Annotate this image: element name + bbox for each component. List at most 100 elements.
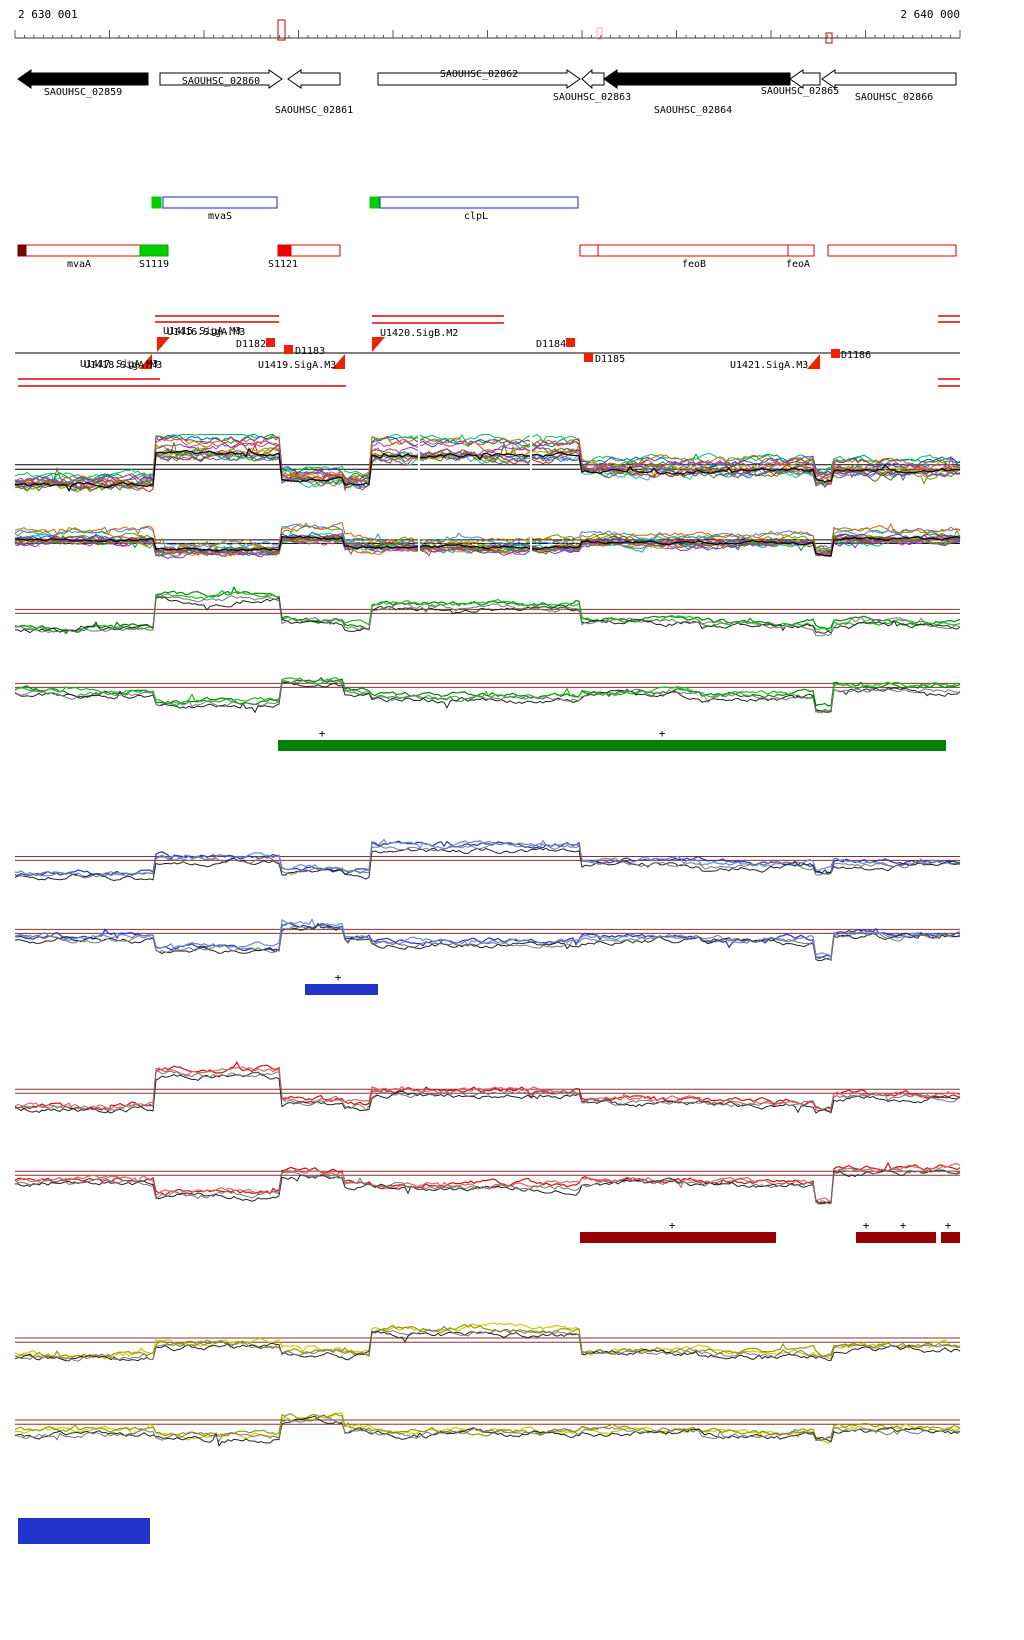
- coverage-line: [14, 534, 961, 557]
- ruler-red-mark: [277, 19, 286, 41]
- gene-label-SAOUHSC_02865: SAOUHSC_02865: [761, 86, 839, 97]
- gene-label-SAOUHSC_02864: SAOUHSC_02864: [654, 105, 732, 116]
- transcript-label-S1121: S1121: [268, 259, 298, 270]
- coverage-line: [14, 522, 961, 549]
- expression-bar[interactable]: [941, 1232, 960, 1243]
- coverage-line: [14, 1412, 961, 1441]
- expression-bar[interactable]: [856, 1232, 936, 1243]
- transcript-box-S1119[interactable]: [139, 244, 169, 257]
- coverage-line: [14, 434, 961, 485]
- coverage-line: [14, 676, 961, 713]
- transcript-start-mark: [277, 244, 292, 257]
- coverage-line: [14, 433, 961, 483]
- transcript-box-clpL[interactable]: [379, 196, 579, 209]
- coverage-track-yellow-plus: [14, 1322, 961, 1362]
- tss-flag-down-icon[interactable]: [139, 354, 152, 369]
- expression-bar[interactable]: [305, 984, 378, 995]
- coverage-line: [14, 1061, 961, 1113]
- ruler-end-label: 2 640 000: [900, 8, 960, 21]
- coverage-line: [14, 451, 961, 491]
- gene-label-SAOUHSC_02860: SAOUHSC_02860: [182, 76, 260, 87]
- terminator-label-D1182: D1182: [236, 339, 266, 350]
- transcript-box-feoB[interactable]: [597, 244, 789, 257]
- coverage-track-red-plus: [14, 1061, 961, 1114]
- gene-label-SAOUHSC_02866: SAOUHSC_02866: [855, 92, 933, 103]
- transcript-track: mvaS clpL mvaA S1119 S1121 feoB feoA: [17, 196, 957, 270]
- ruler-red-mark: [825, 32, 833, 44]
- transcript-label-feoA: feoA: [786, 259, 810, 270]
- gene-label-SAOUHSC_02859: SAOUHSC_02859: [44, 87, 122, 98]
- coverage-track-green-plus: [14, 585, 961, 637]
- tss-flag-up-icon[interactable]: [372, 337, 385, 352]
- plus-mark: +: [319, 727, 326, 740]
- coverage-line: [14, 676, 961, 707]
- terminator-label-D1183: D1183: [295, 346, 325, 357]
- transcript-label-mvaS: mvaS: [208, 211, 232, 222]
- plus-mark: +: [335, 971, 342, 984]
- coverage-line: [14, 585, 961, 635]
- terminator-label-D1186: D1186: [841, 350, 871, 361]
- plus-mark: +: [900, 1219, 907, 1232]
- gene-label-SAOUHSC_02862: SAOUHSC_02862: [440, 69, 518, 80]
- gene-arrow-SAOUHSC_02859[interactable]: [17, 69, 149, 89]
- coverage-line: [14, 918, 961, 958]
- gene-arrow-SAOUHSC_02861[interactable]: [287, 69, 341, 89]
- terminator-marker-icon[interactable]: [284, 345, 293, 354]
- coverage-track-yellow-minus: [14, 1412, 961, 1447]
- terminator-marker-icon[interactable]: [831, 349, 840, 358]
- coverage-line: [14, 535, 961, 557]
- coverage-line: [14, 1066, 961, 1113]
- coverage-track-all-conditions-minus: [14, 521, 961, 559]
- coverage-line: [14, 847, 961, 882]
- transcript-start-mark: [369, 196, 380, 209]
- coverage-track-red-minus: [14, 1161, 961, 1205]
- gene-arrow-SAOUHSC_02866[interactable]: [821, 69, 957, 89]
- coverage-line: [14, 922, 961, 962]
- terminator-marker-icon[interactable]: [266, 338, 275, 347]
- coverage-gap: [418, 514, 420, 574]
- tss-flag-down-icon[interactable]: [807, 354, 820, 369]
- transcript-start-mark: [17, 244, 27, 257]
- gene-arrow-SAOUHSC_02865[interactable]: [789, 69, 821, 89]
- gene-arrow-SAOUHSC_02862[interactable]: [377, 69, 581, 89]
- coverage-line: [14, 1414, 961, 1443]
- terminator-marker-icon[interactable]: [566, 338, 575, 347]
- coverage-line: [14, 1167, 961, 1205]
- terminator-label-D1184: D1184: [536, 339, 566, 350]
- gene-track: SAOUHSC_02859 SAOUHSC_02860 SAOUHSC_02861 S…: [17, 68, 957, 116]
- coverage-line: [14, 533, 961, 559]
- coverage-line: [14, 589, 961, 633]
- gene-label-SAOUHSC_02861: SAOUHSC_02861: [275, 105, 353, 116]
- coverage-line: [14, 441, 961, 493]
- expression-bar[interactable]: [278, 740, 946, 751]
- gene-arrow-SAOUHSC_02863[interactable]: [581, 68, 605, 90]
- coverage-line: [14, 1415, 961, 1447]
- transcript-box-mvaS[interactable]: [162, 196, 278, 209]
- transcript-box-unnamed[interactable]: [827, 244, 957, 257]
- coverage-track-all-conditions-plus: [14, 433, 961, 494]
- coverage-gap: [530, 430, 532, 510]
- coverage-line: [15, 533, 961, 558]
- coverage-line: [14, 924, 961, 961]
- expression-bar[interactable]: [580, 1232, 776, 1243]
- terminator-marker-icon[interactable]: [584, 353, 593, 362]
- tss-flag-up-icon[interactable]: [157, 337, 170, 352]
- tss-label: U1419.SigA.M3: [258, 360, 336, 371]
- coverage-line: [14, 842, 961, 879]
- transcript-box-mvaA[interactable]: [17, 244, 145, 257]
- coverage-line: [15, 922, 961, 959]
- transcript-label-feoB: feoB: [682, 259, 706, 270]
- coverage-gap: [530, 514, 532, 574]
- tss-flag-down-icon[interactable]: [332, 354, 345, 369]
- coverage-line: [14, 435, 961, 488]
- coverage-line: [14, 679, 961, 714]
- gene-arrow-SAOUHSC_02864[interactable]: [603, 69, 791, 89]
- coverage-line: [14, 1071, 961, 1114]
- transcript-box-feoA[interactable]: [787, 244, 815, 257]
- gene-arrow-SAOUHSC_02860[interactable]: [159, 69, 283, 89]
- legend-color-block: [18, 1518, 150, 1544]
- coverage-line: [14, 1323, 961, 1360]
- coverage-line: [14, 1162, 961, 1203]
- transcript-box-unnamed[interactable]: [579, 244, 599, 257]
- tss-label: U1416.SigA.M3: [167, 327, 245, 338]
